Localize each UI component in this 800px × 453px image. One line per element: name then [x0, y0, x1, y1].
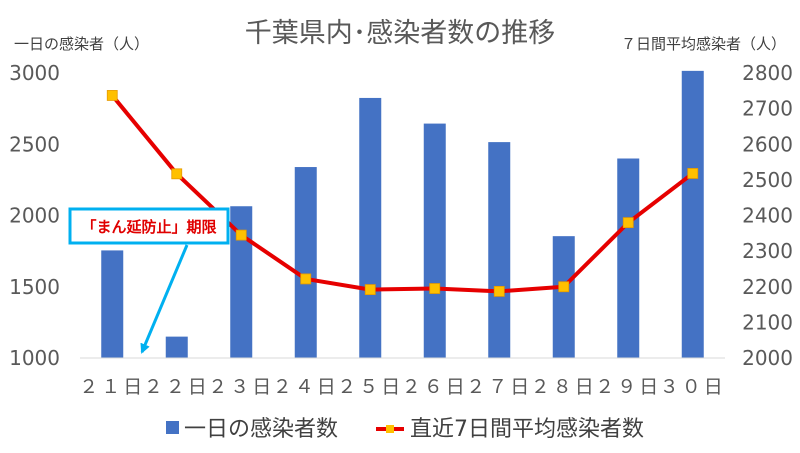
- category-label: ２７日: [466, 376, 532, 398]
- category-label: ２３日: [208, 376, 274, 398]
- bar: [552, 236, 575, 358]
- line-series: [106, 90, 699, 297]
- right-tick-label: 2000: [742, 346, 793, 370]
- right-tick-label: 2400: [742, 204, 793, 228]
- line-point: [558, 281, 570, 293]
- category-label: ２９日: [595, 376, 661, 398]
- bar: [165, 336, 188, 358]
- right-tick-label: 2200: [742, 275, 793, 299]
- right-tick-label: 2100: [742, 310, 793, 334]
- line-point: [300, 273, 312, 285]
- right-tick-label: 2600: [742, 132, 793, 156]
- right-tick-label: 2300: [742, 239, 793, 263]
- legend-line-marker: [386, 425, 394, 433]
- category-label: ２６日: [402, 376, 468, 398]
- legend-line-label: 直近7日間平均感染者数: [410, 417, 644, 442]
- line-point: [622, 217, 634, 229]
- left-tick-label: 1000: [9, 346, 60, 370]
- bar: [101, 250, 124, 358]
- bar: [423, 123, 446, 359]
- callout-box: [68, 207, 230, 245]
- category-label: ２５日: [337, 376, 403, 398]
- line-point: [687, 168, 699, 179]
- right-tick-label: 2800: [742, 61, 793, 85]
- left-axis-ticks: 1000 1500 2000 2500 3000: [9, 61, 60, 370]
- left-tick-label: 2500: [9, 132, 60, 156]
- category-label: ２１日: [79, 376, 145, 398]
- category-label: ３０日: [660, 376, 726, 398]
- bar: [681, 70, 704, 359]
- left-axis-title: 一日の感染者（人）: [14, 35, 149, 53]
- line-point: [171, 168, 183, 180]
- left-tick-label: 2000: [9, 204, 60, 228]
- callout-arrow: [140, 244, 189, 354]
- right-tick-label: 2500: [742, 168, 793, 192]
- bar: [488, 142, 511, 358]
- callout-text: 「まん延防止」期限: [81, 218, 216, 236]
- callout: 「まん延防止」期限: [68, 207, 230, 354]
- category-label: ２４日: [273, 376, 339, 398]
- bar: [617, 158, 640, 358]
- right-axis-title: ７日間平均感染者（人）: [621, 35, 786, 53]
- line-point: [429, 283, 441, 294]
- left-tick-label: 3000: [9, 61, 60, 85]
- bar: [294, 167, 317, 358]
- left-tick-label: 1500: [9, 275, 60, 299]
- line-point: [364, 284, 376, 296]
- bar-series: [101, 70, 704, 359]
- chart-title: 千葉県内･感染者数の推移: [245, 18, 556, 49]
- line-point: [106, 90, 118, 101]
- bar: [359, 97, 382, 358]
- line-path: [110, 94, 694, 294]
- bar: [230, 206, 253, 358]
- category-label: ２２日: [144, 376, 210, 398]
- legend-bar-swatch: [166, 421, 179, 434]
- line-point: [493, 285, 505, 297]
- right-tick-label: 2700: [742, 97, 793, 121]
- right-axis-ticks: 2000 2100 2200 2300 2400 2500 2600 2700 2800: [742, 61, 793, 370]
- legend-bar-label: 一日の感染者数: [184, 417, 338, 442]
- line-point: [235, 229, 247, 241]
- category-label: ２８日: [531, 376, 597, 398]
- legend: 一日の感染者数 直近7日間平均感染者数: [166, 417, 644, 442]
